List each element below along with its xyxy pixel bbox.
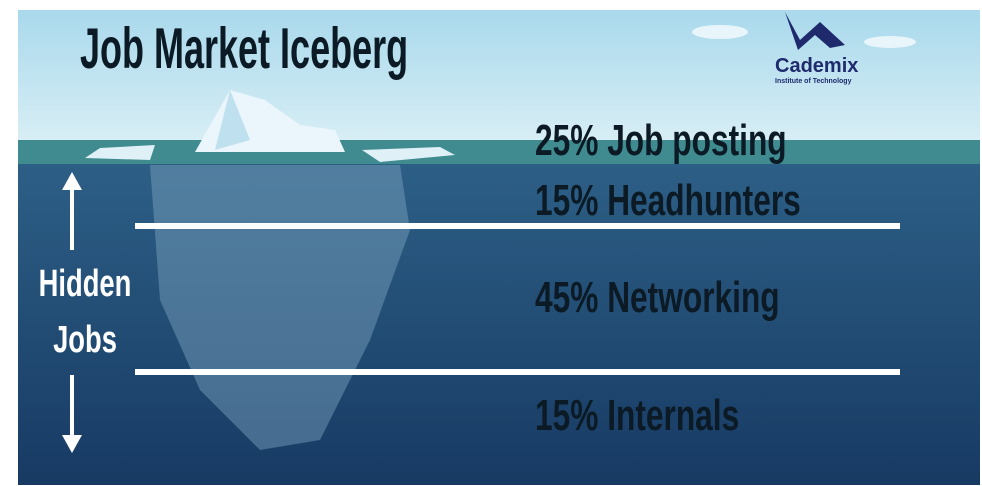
logo-subtitle: Institute of Technology (775, 78, 852, 85)
level-label: 25% Job posting (535, 116, 787, 165)
level-label: 15% Headhunters (535, 176, 801, 225)
logo-name: Cademix (775, 55, 858, 77)
cloud (692, 25, 748, 39)
level-label: 15% Internals (535, 391, 739, 440)
sea (18, 164, 980, 485)
title: Job Market Iceberg (80, 18, 408, 82)
arrow-up (62, 172, 82, 250)
iceberg (85, 90, 455, 450)
sea-surface (18, 140, 980, 166)
side-label: Jobs (53, 319, 117, 361)
level-label: 45% Networking (535, 273, 780, 322)
cloud (864, 36, 916, 48)
arrow-down (62, 375, 82, 453)
logo: Cademix Institute of Technology (775, 12, 858, 85)
side-label: Hidden (39, 263, 132, 305)
